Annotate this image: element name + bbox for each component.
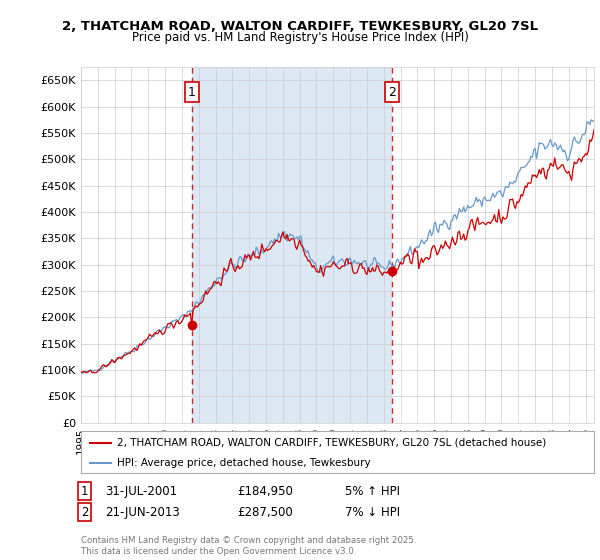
Text: 31-JUL-2001: 31-JUL-2001: [105, 484, 177, 498]
Text: 1: 1: [81, 484, 89, 498]
Text: 2: 2: [388, 86, 395, 99]
Text: £184,950: £184,950: [237, 484, 293, 498]
Text: HPI: Average price, detached house, Tewkesbury: HPI: Average price, detached house, Tewk…: [117, 458, 371, 468]
Text: 5% ↑ HPI: 5% ↑ HPI: [345, 484, 400, 498]
Text: 2, THATCHAM ROAD, WALTON CARDIFF, TEWKESBURY, GL20 7SL (detached house): 2, THATCHAM ROAD, WALTON CARDIFF, TEWKES…: [117, 438, 546, 448]
Text: 2: 2: [81, 506, 89, 519]
Text: 2, THATCHAM ROAD, WALTON CARDIFF, TEWKESBURY, GL20 7SL: 2, THATCHAM ROAD, WALTON CARDIFF, TEWKES…: [62, 20, 538, 32]
Text: Price paid vs. HM Land Registry's House Price Index (HPI): Price paid vs. HM Land Registry's House …: [131, 31, 469, 44]
Bar: [191, 67, 392, 423]
Text: 7% ↓ HPI: 7% ↓ HPI: [345, 506, 400, 519]
Text: 1: 1: [188, 86, 196, 99]
Text: 21-JUN-2013: 21-JUN-2013: [105, 506, 180, 519]
Text: Contains HM Land Registry data © Crown copyright and database right 2025.
This d: Contains HM Land Registry data © Crown c…: [81, 536, 416, 556]
Text: £287,500: £287,500: [237, 506, 293, 519]
